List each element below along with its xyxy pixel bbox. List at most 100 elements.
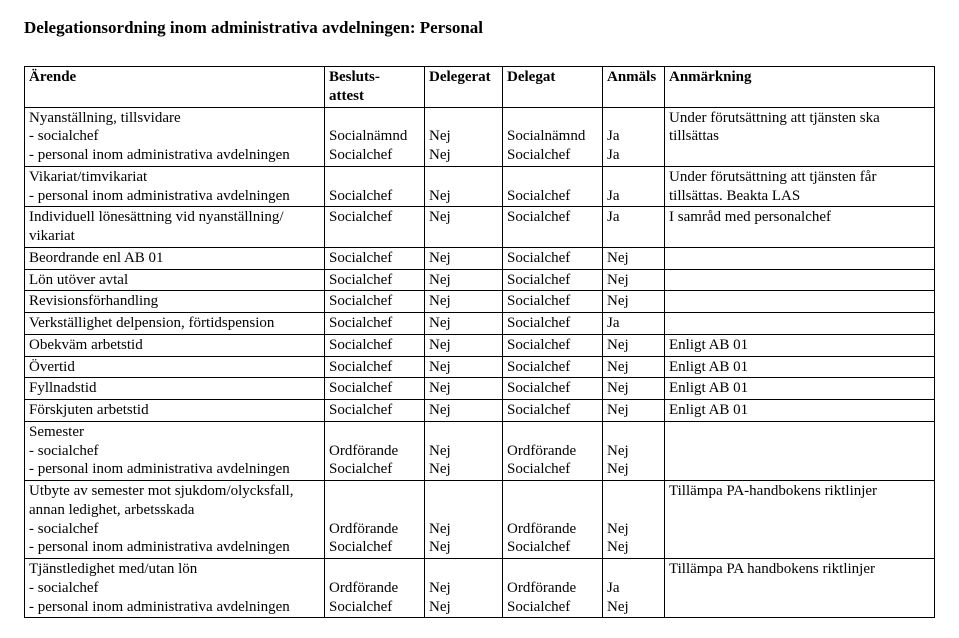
cell-anmarkning: Tillämpa PA-handbokens riktlinjer (665, 481, 935, 559)
cell-line: Tillämpa PA handbokens riktlinjer (669, 560, 930, 579)
cell-beslutsattest: Socialchef (325, 356, 425, 378)
header-anmarkning: Anmärkning (665, 67, 935, 108)
cell-line: Nej (429, 358, 498, 377)
cell-line: - personal inom administrativa avdelning… (29, 187, 320, 206)
header-beslut-l2: attest (329, 87, 420, 106)
cell-line: Ordförande (507, 579, 598, 598)
cell-line: Övertid (29, 358, 320, 377)
cell-line: Nyanställning, tillsvidare (29, 109, 320, 128)
cell-beslutsattest: Socialchef (325, 247, 425, 269)
cell-line (429, 168, 498, 187)
cell-line (669, 292, 930, 311)
header-beslut-l1: Besluts- (329, 68, 420, 87)
cell-arende: Beordrande enl AB 01 (25, 247, 325, 269)
cell-line: Under förutsättning att tjänsten får (669, 168, 930, 187)
cell-line: Nej (429, 442, 498, 461)
cell-line (429, 482, 498, 501)
cell-beslutsattest: OrdförandeSocialchef (325, 481, 425, 559)
cell-line: Fyllnadstid (29, 379, 320, 398)
cell-line: - personal inom administrativa avdelning… (29, 538, 320, 557)
cell-line (507, 109, 598, 128)
cell-line: Nej (429, 292, 498, 311)
cell-delegat: Socialchef (503, 269, 603, 291)
header-anmals: Anmäls (603, 67, 665, 108)
header-arende: Ärende (25, 67, 325, 108)
cell-anmals: NejNej (603, 481, 665, 559)
cell-beslutsattest: Socialchef (325, 334, 425, 356)
cell-line: Tjänstledighet med/utan lön (29, 560, 320, 579)
cell-line: Socialchef (329, 598, 420, 617)
cell-line: Nej (429, 187, 498, 206)
cell-line: Nej (429, 336, 498, 355)
cell-delegat: Socialchef (503, 334, 603, 356)
cell-line: Obekväm arbetstid (29, 336, 320, 355)
cell-line: Ja (607, 208, 660, 227)
table-row: Semester- socialchef- personal inom admi… (25, 421, 935, 480)
cell-anmarkning (665, 291, 935, 313)
cell-line: Socialchef (507, 146, 598, 165)
delegation-table: Ärende Besluts- attest Delegerat Delegat… (24, 66, 935, 618)
cell-line: Socialchef (329, 208, 420, 227)
cell-line: Nej (429, 579, 498, 598)
cell-line: Beordrande enl AB 01 (29, 249, 320, 268)
cell-anmarkning (665, 269, 935, 291)
cell-beslutsattest: Socialchef (325, 291, 425, 313)
cell-line: Nej (607, 520, 660, 539)
cell-line: Semester (29, 423, 320, 442)
table-row: RevisionsförhandlingSocialchefNejSocialc… (25, 291, 935, 313)
cell-anmarkning (665, 421, 935, 480)
cell-delegerat: NejNej (425, 107, 503, 166)
cell-line: Nej (607, 271, 660, 290)
table-row: Beordrande enl AB 01SocialchefNejSocialc… (25, 247, 935, 269)
cell-delegat: Socialchef (503, 247, 603, 269)
cell-line: Nej (429, 401, 498, 420)
cell-line: Socialchef (507, 598, 598, 617)
cell-line: - socialchef (29, 579, 320, 598)
cell-line (329, 109, 420, 128)
cell-anmals: NejNej (603, 421, 665, 480)
cell-delegat: SocialnämndSocialchef (503, 107, 603, 166)
cell-line: Enligt AB 01 (669, 379, 930, 398)
cell-line (507, 501, 598, 520)
cell-anmals: Ja (603, 166, 665, 207)
table-row: Tjänstledighet med/utan lön- socialchef-… (25, 559, 935, 618)
cell-beslutsattest: Socialchef (325, 166, 425, 207)
cell-line: Socialchef (329, 401, 420, 420)
table-row: Verkställighet delpension, förtidspensio… (25, 313, 935, 335)
cell-line: Socialchef (507, 292, 598, 311)
cell-line: Nej (607, 442, 660, 461)
cell-delegat: Socialchef (503, 291, 603, 313)
cell-anmals: Nej (603, 269, 665, 291)
cell-line: Ordförande (329, 579, 420, 598)
cell-anmarkning (665, 247, 935, 269)
table-row: Vikariat/timvikariat- personal inom admi… (25, 166, 935, 207)
cell-line: vikariat (29, 227, 320, 246)
cell-line: Socialchef (507, 460, 598, 479)
cell-delegat: Socialchef (503, 378, 603, 400)
cell-arende: Utbyte av semester mot sjukdom/olycksfal… (25, 481, 325, 559)
cell-delegerat: Nej (425, 166, 503, 207)
cell-line: Ordförande (507, 520, 598, 539)
cell-delegerat: Nej (425, 334, 503, 356)
cell-line: Nej (607, 379, 660, 398)
cell-line: Individuell lönesättning vid nyanställni… (29, 208, 320, 227)
cell-line: Socialchef (329, 146, 420, 165)
cell-anmarkning: Enligt AB 01 (665, 356, 935, 378)
cell-line: Socialchef (507, 314, 598, 333)
cell-line: Socialchef (329, 271, 420, 290)
cell-line: Revisionsförhandling (29, 292, 320, 311)
cell-beslutsattest: OrdförandeSocialchef (325, 559, 425, 618)
cell-line: Socialchef (507, 249, 598, 268)
cell-line: Ordförande (329, 520, 420, 539)
cell-line: - socialchef (29, 442, 320, 461)
cell-line (607, 560, 660, 579)
cell-beslutsattest: SocialnämndSocialchef (325, 107, 425, 166)
cell-line: Nej (429, 598, 498, 617)
cell-delegerat: NejNej (425, 421, 503, 480)
cell-line (507, 168, 598, 187)
cell-anmals: Ja (603, 313, 665, 335)
cell-arende: Övertid (25, 356, 325, 378)
cell-line: Utbyte av semester mot sjukdom/olycksfal… (29, 482, 320, 501)
cell-line: Nej (429, 538, 498, 557)
cell-line: Socialchef (507, 271, 598, 290)
